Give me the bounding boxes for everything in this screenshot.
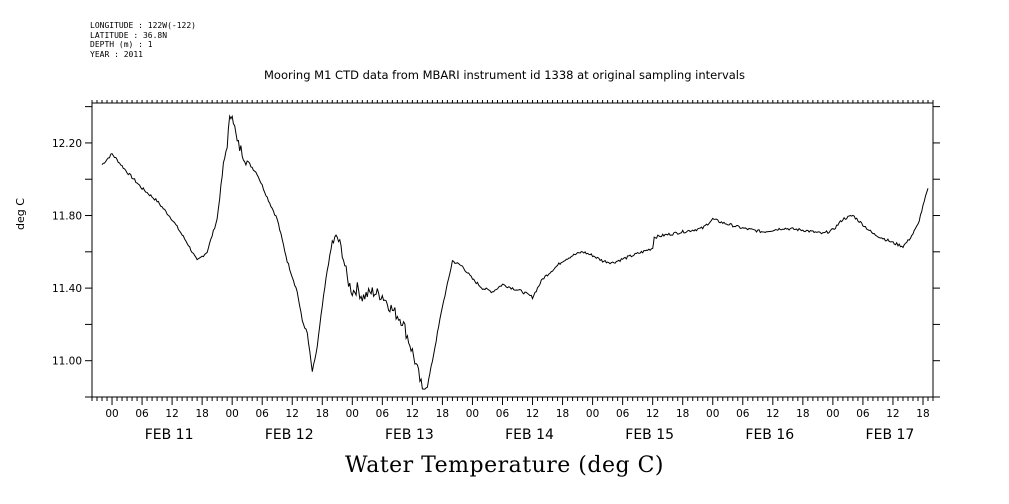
x-tick-label-hour: 12 xyxy=(886,408,899,420)
x-tick-label-hour: 00 xyxy=(225,408,238,420)
x-tick-label-hour: 00 xyxy=(826,408,839,420)
x-tick-label-hour: 18 xyxy=(195,408,208,420)
x-tick-label-hour: 00 xyxy=(586,408,599,420)
x-tick-label-hour: 00 xyxy=(346,408,359,420)
x-tick-label-day: FEB 13 xyxy=(385,427,434,443)
metadata-block: LONGITUDE : 122W(-122) LATITUDE : 36.8N … xyxy=(90,21,196,59)
x-tick-label-hour: 06 xyxy=(376,408,390,420)
x-tick-label-hour: 18 xyxy=(316,408,329,420)
x-tick-label-hour: 12 xyxy=(646,408,659,420)
x-tick-label-day: FEB 12 xyxy=(265,427,314,443)
x-tick-label-day: FEB 14 xyxy=(505,427,554,443)
chart-title: Mooring M1 CTD data from MBARI instrumen… xyxy=(264,68,745,82)
meta-longitude: LONGITUDE : 122W(-122) xyxy=(90,21,196,30)
x-tick-label-hour: 12 xyxy=(286,408,299,420)
x-tick-label-hour: 00 xyxy=(105,408,118,420)
y-tick-label: 11.40 xyxy=(52,283,82,295)
x-tick-label-hour: 06 xyxy=(736,408,750,420)
meta-depth: DEPTH (m) : 1 xyxy=(90,40,153,49)
meta-year: YEAR : 2011 xyxy=(90,49,143,59)
x-tick-label-hour: 12 xyxy=(406,408,419,420)
x-tick-label-hour: 12 xyxy=(526,408,539,420)
x-tick-label-hour: 18 xyxy=(916,408,929,420)
x-tick-label-hour: 18 xyxy=(436,408,449,420)
labels-layer: 00 06 12 18 00 06 12 18 00 06 12 18 00 06 12 18 00 06 12 18… xyxy=(52,138,930,443)
x-tick-label-hour: 18 xyxy=(676,408,689,420)
x-tick-label-day: FEB 16 xyxy=(745,427,794,443)
series-line-water-temperature xyxy=(101,114,929,390)
x-tick-label-hour: 00 xyxy=(706,408,719,420)
x-tick-label-hour: 06 xyxy=(856,408,870,420)
y-tick-label: 11.00 xyxy=(52,356,82,368)
meta-latitude: LATITUDE : 36.8N xyxy=(90,30,168,40)
ticks-layer xyxy=(85,100,940,405)
x-tick-label-hour: 18 xyxy=(796,408,809,420)
x-tick-label-hour: 06 xyxy=(256,408,270,420)
x-tick-label-day: FEB 15 xyxy=(625,427,674,443)
plot-frame xyxy=(91,102,934,398)
x-tick-label-hour: 12 xyxy=(766,408,779,420)
x-tick-label-day: FEB 11 xyxy=(145,427,194,443)
x-tick-label-day: FEB 17 xyxy=(866,427,915,443)
y-tick-label: 11.80 xyxy=(52,211,82,223)
x-tick-label-hour: 12 xyxy=(165,408,178,420)
x-axis-title: Water Temperature (deg C) xyxy=(345,453,664,478)
x-tick-label-hour: 06 xyxy=(135,408,149,420)
x-tick-label-hour: 06 xyxy=(496,408,510,420)
x-tick-label-hour: 06 xyxy=(616,408,630,420)
x-tick-label-hour: 00 xyxy=(466,408,479,420)
x-tick-label-hour: 18 xyxy=(556,408,569,420)
y-tick-label: 12.20 xyxy=(52,138,82,150)
